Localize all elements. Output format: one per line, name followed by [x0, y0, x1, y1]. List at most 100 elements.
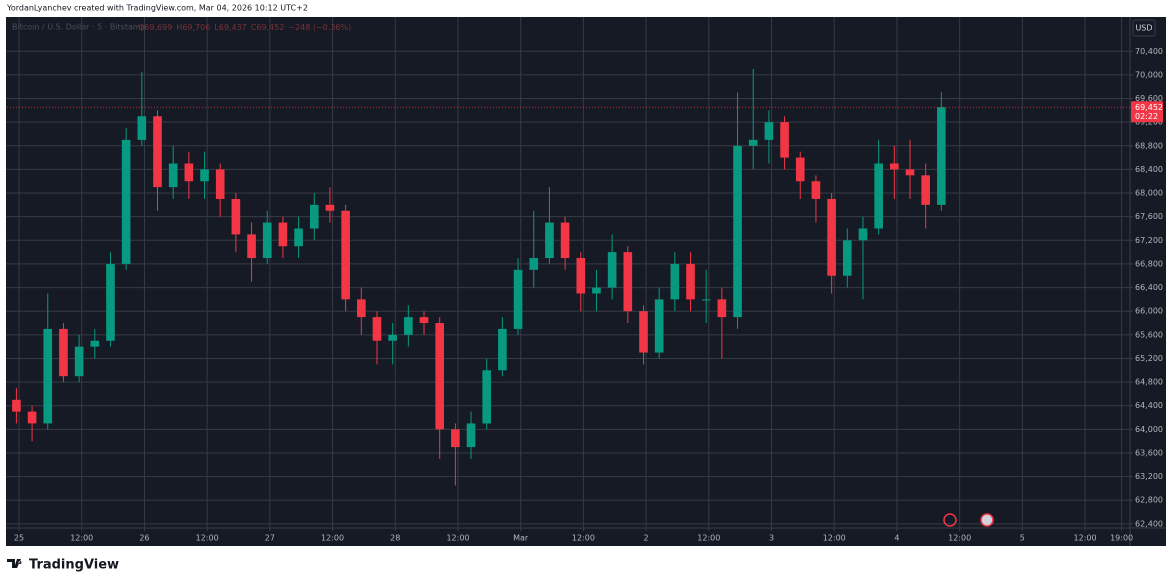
x-tick-label: 12:00: [697, 534, 720, 543]
x-tick-label: 12:00: [321, 534, 344, 543]
candle-body: [262, 222, 272, 259]
y-tick-label: 64,000: [1135, 425, 1163, 434]
candle-body: [294, 228, 303, 247]
candle-body: [184, 163, 194, 182]
symbol: Bitcoin / U.S. Dollar · 5 · Bitstamp: [12, 23, 146, 32]
x-tick-label: 4: [894, 534, 899, 543]
candle-body: [309, 204, 319, 229]
currency[interactable]: USD: [1135, 24, 1152, 33]
y-tick-label: 68,000: [1135, 189, 1163, 198]
candle-body: [842, 240, 852, 276]
ohlc-legend: O69,699 H69,706 L69,437 C69,452 −248 (−0.36%…: [138, 23, 351, 32]
y-tick-label: 68,400: [1135, 165, 1163, 174]
candle-body: [121, 139, 131, 264]
candle-body: [106, 263, 115, 341]
x-tick-label: 25: [14, 534, 24, 543]
candle-body: [513, 269, 523, 329]
candle-body: [90, 340, 100, 347]
attribution: YordanLyanchev created with TradingView.…: [6, 4, 308, 13]
x-tick-label: 28: [390, 534, 400, 543]
candle-body: [576, 258, 586, 294]
candle-body: [545, 222, 554, 259]
x-tick-label: 2: [644, 534, 649, 543]
y-tick-label: 65,200: [1135, 354, 1163, 363]
candle-body: [498, 328, 507, 371]
candle-body: [168, 163, 178, 188]
candle-body: [811, 181, 821, 199]
chart-background: [6, 17, 1166, 546]
event-icon[interactable]: [980, 513, 994, 527]
candle-body: [921, 175, 930, 205]
event-icon[interactable]: [943, 513, 957, 527]
candle-body: [670, 263, 680, 300]
y-tick-label: 66,800: [1135, 259, 1163, 268]
candle-body: [890, 163, 899, 170]
candle-body: [137, 116, 147, 140]
candle-body: [12, 399, 21, 412]
y-tick-label: 70,000: [1135, 70, 1163, 79]
ohlc-value: −248 (−0.36%): [288, 23, 351, 32]
x-tick-label: Mar: [513, 534, 529, 543]
candle-body: [827, 198, 836, 276]
candle-body: [231, 198, 241, 235]
y-tick-label: 66,400: [1135, 283, 1163, 292]
candle-body: [341, 210, 350, 300]
candle-body: [153, 116, 162, 188]
y-tick-label: 67,600: [1135, 212, 1163, 221]
x-tick-label: 26: [139, 534, 149, 543]
x-tick-label: 12:00: [823, 534, 846, 543]
candle-body: [686, 263, 695, 300]
candle-body: [466, 423, 476, 448]
candle-body: [560, 222, 570, 259]
y-tick-label: 68,800: [1135, 141, 1163, 150]
currency-button[interactable]: [1132, 19, 1156, 37]
candle-body: [356, 299, 366, 318]
ohlc-value: C69,452: [251, 23, 285, 32]
candle-body: [905, 169, 915, 176]
brand: TradingView: [29, 558, 119, 573]
last-price-label: 69,452: [1135, 103, 1163, 112]
candle-body: [451, 429, 460, 448]
candle-body: [419, 317, 429, 324]
y-tick-label: 64,800: [1135, 378, 1163, 387]
candle-body: [874, 163, 883, 229]
candle-body: [795, 157, 805, 182]
y-tick-label: 69,600: [1135, 94, 1163, 103]
y-tick-label: 63,600: [1135, 448, 1163, 457]
y-tick-label: 67,200: [1135, 236, 1163, 245]
y-tick-label: 70,400: [1135, 47, 1163, 56]
candle-body: [937, 107, 946, 205]
x-tick-label: 12:00: [948, 534, 971, 543]
y-tick-label: 62,400: [1135, 519, 1163, 528]
x-tick-label: 27: [265, 534, 275, 543]
candle-body: [639, 311, 648, 353]
candle-body: [623, 252, 633, 312]
logo-mark: [7, 559, 22, 568]
y-tick-label: 62,800: [1135, 496, 1163, 505]
y-tick-label: 63,200: [1135, 472, 1163, 481]
candle-body: [780, 122, 789, 158]
x-tick-label: 12:00: [446, 534, 469, 543]
candle-body: [764, 122, 774, 140]
candle-body: [247, 234, 256, 259]
x-tick-label: 19:00: [1110, 534, 1133, 543]
x-tick-label: 12:00: [196, 534, 219, 543]
candle-body: [74, 346, 84, 377]
candle-body: [748, 139, 758, 146]
candle-body: [27, 411, 37, 424]
brand-logo: TradingView: [7, 558, 119, 573]
x-tick-label: 12:00: [572, 534, 595, 543]
y-tick-label: 64,400: [1135, 401, 1163, 410]
candle-body: [200, 169, 209, 182]
candle-body: [858, 228, 868, 241]
candle-body: [215, 169, 225, 199]
x-tick-label: 3: [769, 534, 774, 543]
ohlc-value: H69,706: [176, 23, 210, 32]
candle-body: [607, 252, 617, 288]
candle-body: [529, 258, 539, 270]
y-tick-label: 65,600: [1135, 330, 1163, 339]
candle-body: [278, 222, 288, 247]
candle-body: [59, 328, 68, 377]
